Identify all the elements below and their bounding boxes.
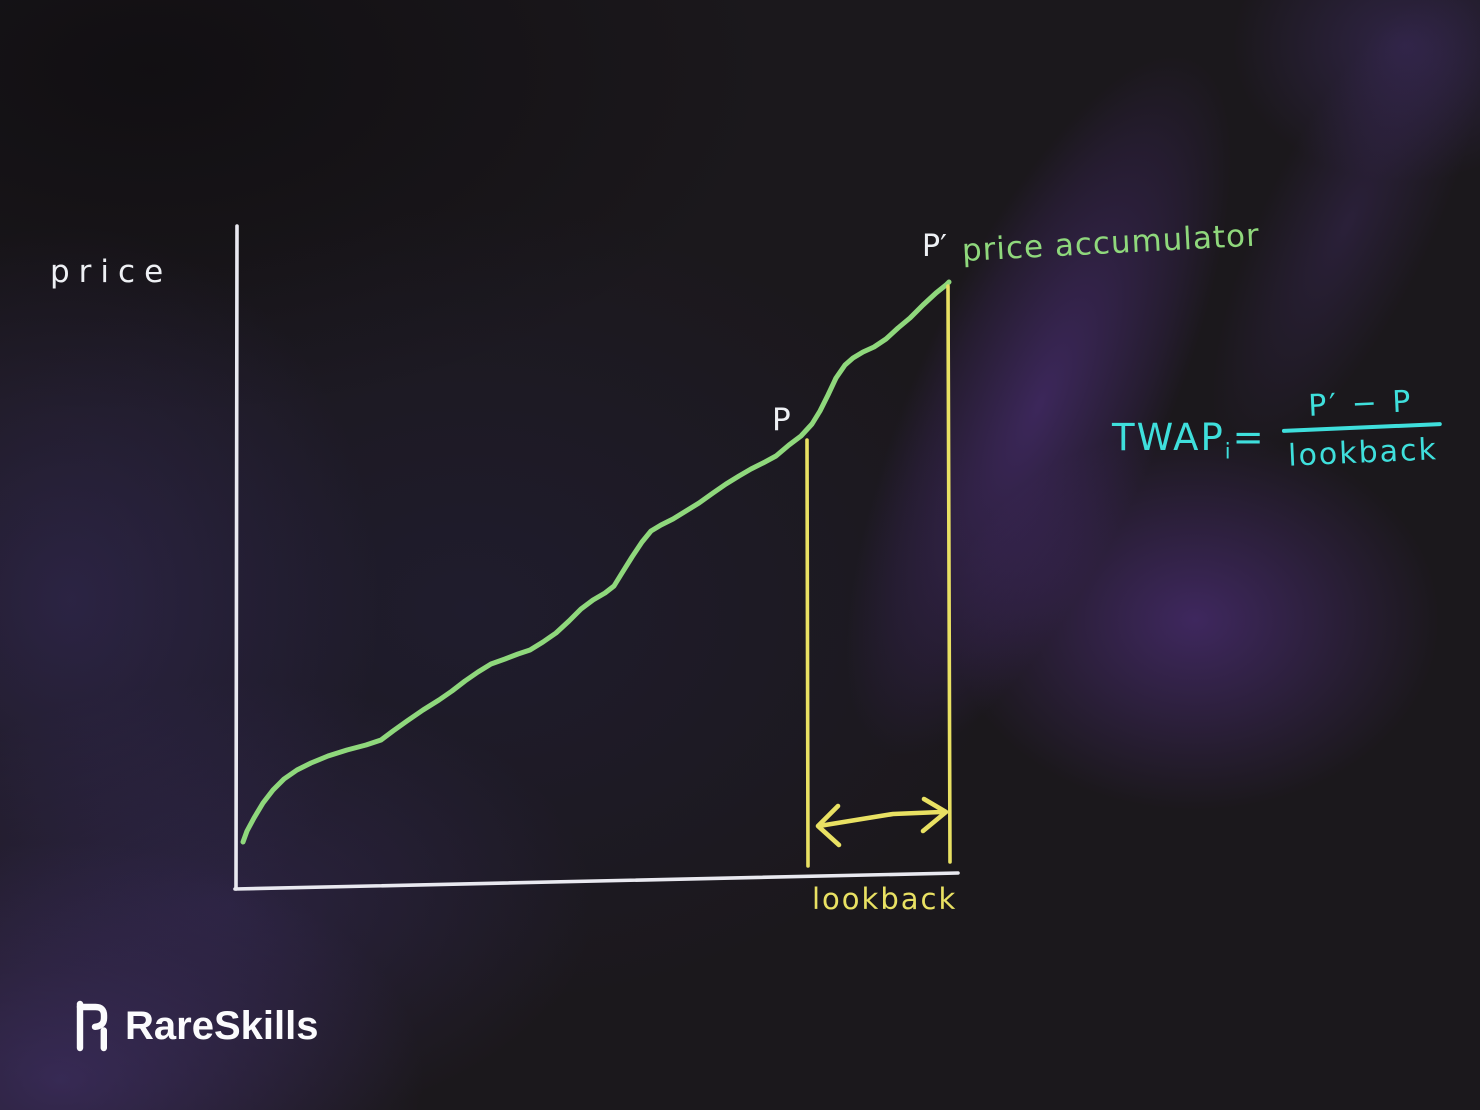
- x-axis-line: [233, 871, 960, 891]
- point-p-prime-label: P′: [922, 229, 947, 264]
- formula-fraction: P′ − P lookback: [1280, 383, 1444, 474]
- formula-subscript: i: [1224, 439, 1233, 464]
- lookback-label: lookback: [812, 882, 958, 916]
- point-p-label: P: [772, 402, 791, 438]
- lookback-arrow-head-left: [815, 803, 842, 848]
- formula-name: TWAP: [1112, 416, 1225, 459]
- rareskills-logo-text: RareSkills: [125, 1003, 319, 1048]
- rareskills-logo: RareSkills: [74, 1000, 318, 1052]
- formula-left-side: TWAPi=: [1112, 416, 1266, 474]
- lookback-arrow-head-right: [920, 796, 949, 834]
- fraction-numerator: P′ − P: [1307, 384, 1414, 424]
- y-axis-line: [234, 224, 239, 891]
- price-accumulator-curve: [240, 279, 952, 845]
- p-prime-marker-line: [946, 284, 952, 864]
- lookback-arrow-shaft: [816, 809, 944, 829]
- fraction-denominator: lookback: [1287, 432, 1439, 474]
- p-marker-line: [805, 438, 810, 868]
- rareskills-r-mark-icon: [76, 1000, 108, 1052]
- twap-formula: TWAPi= P′ − P lookback: [1112, 384, 1442, 474]
- formula-equals: =: [1232, 416, 1266, 459]
- price-axis-label: price: [50, 254, 173, 290]
